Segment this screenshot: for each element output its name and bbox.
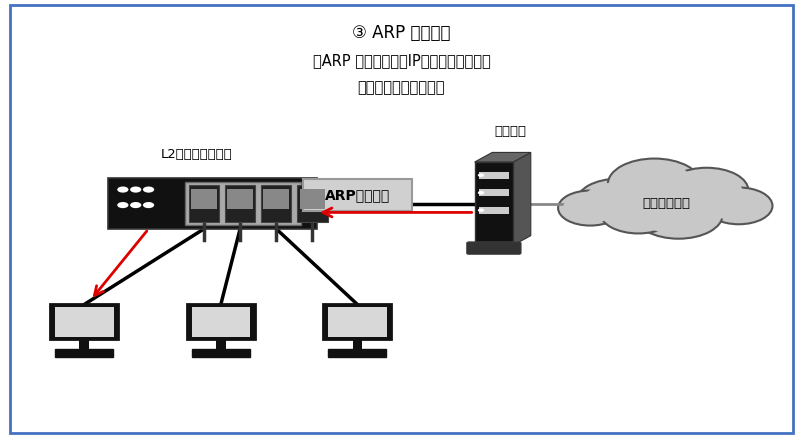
- Text: L2スイッチ、ハブ: L2スイッチ、ハブ: [160, 148, 233, 161]
- FancyBboxPatch shape: [466, 242, 520, 254]
- FancyBboxPatch shape: [297, 185, 327, 222]
- Circle shape: [557, 191, 622, 226]
- FancyBboxPatch shape: [108, 179, 317, 229]
- Polygon shape: [474, 152, 530, 162]
- Circle shape: [605, 194, 670, 230]
- Circle shape: [607, 159, 700, 209]
- Circle shape: [143, 187, 154, 193]
- Text: ARPリプライ: ARPリプライ: [324, 188, 390, 202]
- Polygon shape: [512, 152, 530, 245]
- Circle shape: [709, 190, 767, 222]
- Circle shape: [130, 187, 141, 193]
- Circle shape: [117, 202, 128, 208]
- FancyBboxPatch shape: [478, 172, 508, 179]
- FancyBboxPatch shape: [192, 307, 250, 337]
- FancyBboxPatch shape: [225, 185, 255, 222]
- FancyBboxPatch shape: [55, 349, 113, 357]
- FancyBboxPatch shape: [322, 304, 391, 339]
- Text: （ARP リクエストのIPアドレスが異なる: （ARP リクエストのIPアドレスが異なる: [312, 53, 490, 68]
- Text: ③ ARP リプライ: ③ ARP リプライ: [352, 24, 450, 42]
- Circle shape: [477, 173, 484, 177]
- Circle shape: [664, 168, 747, 213]
- FancyBboxPatch shape: [474, 162, 512, 245]
- Circle shape: [576, 179, 659, 224]
- FancyBboxPatch shape: [192, 349, 249, 357]
- FancyBboxPatch shape: [263, 189, 289, 209]
- Circle shape: [634, 191, 722, 239]
- Text: ネットワーク: ネットワーク: [642, 197, 690, 210]
- FancyBboxPatch shape: [261, 185, 291, 222]
- FancyBboxPatch shape: [352, 339, 362, 349]
- FancyBboxPatch shape: [188, 185, 219, 222]
- Circle shape: [477, 208, 484, 212]
- Circle shape: [599, 191, 676, 233]
- FancyBboxPatch shape: [191, 189, 217, 209]
- Circle shape: [130, 202, 141, 208]
- FancyBboxPatch shape: [478, 207, 508, 214]
- FancyBboxPatch shape: [216, 339, 225, 349]
- Circle shape: [143, 202, 154, 208]
- FancyBboxPatch shape: [299, 189, 325, 209]
- Circle shape: [562, 193, 617, 223]
- FancyBboxPatch shape: [184, 182, 301, 225]
- Circle shape: [117, 187, 128, 193]
- Text: ルーター: ルーター: [493, 125, 525, 138]
- FancyBboxPatch shape: [303, 179, 411, 211]
- Circle shape: [704, 187, 772, 224]
- FancyBboxPatch shape: [328, 307, 387, 337]
- FancyBboxPatch shape: [187, 304, 255, 339]
- Circle shape: [614, 162, 693, 205]
- FancyBboxPatch shape: [328, 349, 386, 357]
- Circle shape: [477, 191, 484, 194]
- FancyBboxPatch shape: [79, 339, 89, 349]
- Text: ネットワークの場合）: ネットワークの場合）: [358, 80, 444, 95]
- Circle shape: [670, 171, 741, 210]
- FancyBboxPatch shape: [227, 189, 253, 209]
- FancyBboxPatch shape: [478, 189, 508, 196]
- FancyBboxPatch shape: [50, 304, 119, 339]
- FancyBboxPatch shape: [55, 307, 114, 337]
- Circle shape: [640, 194, 715, 235]
- Circle shape: [582, 182, 653, 221]
